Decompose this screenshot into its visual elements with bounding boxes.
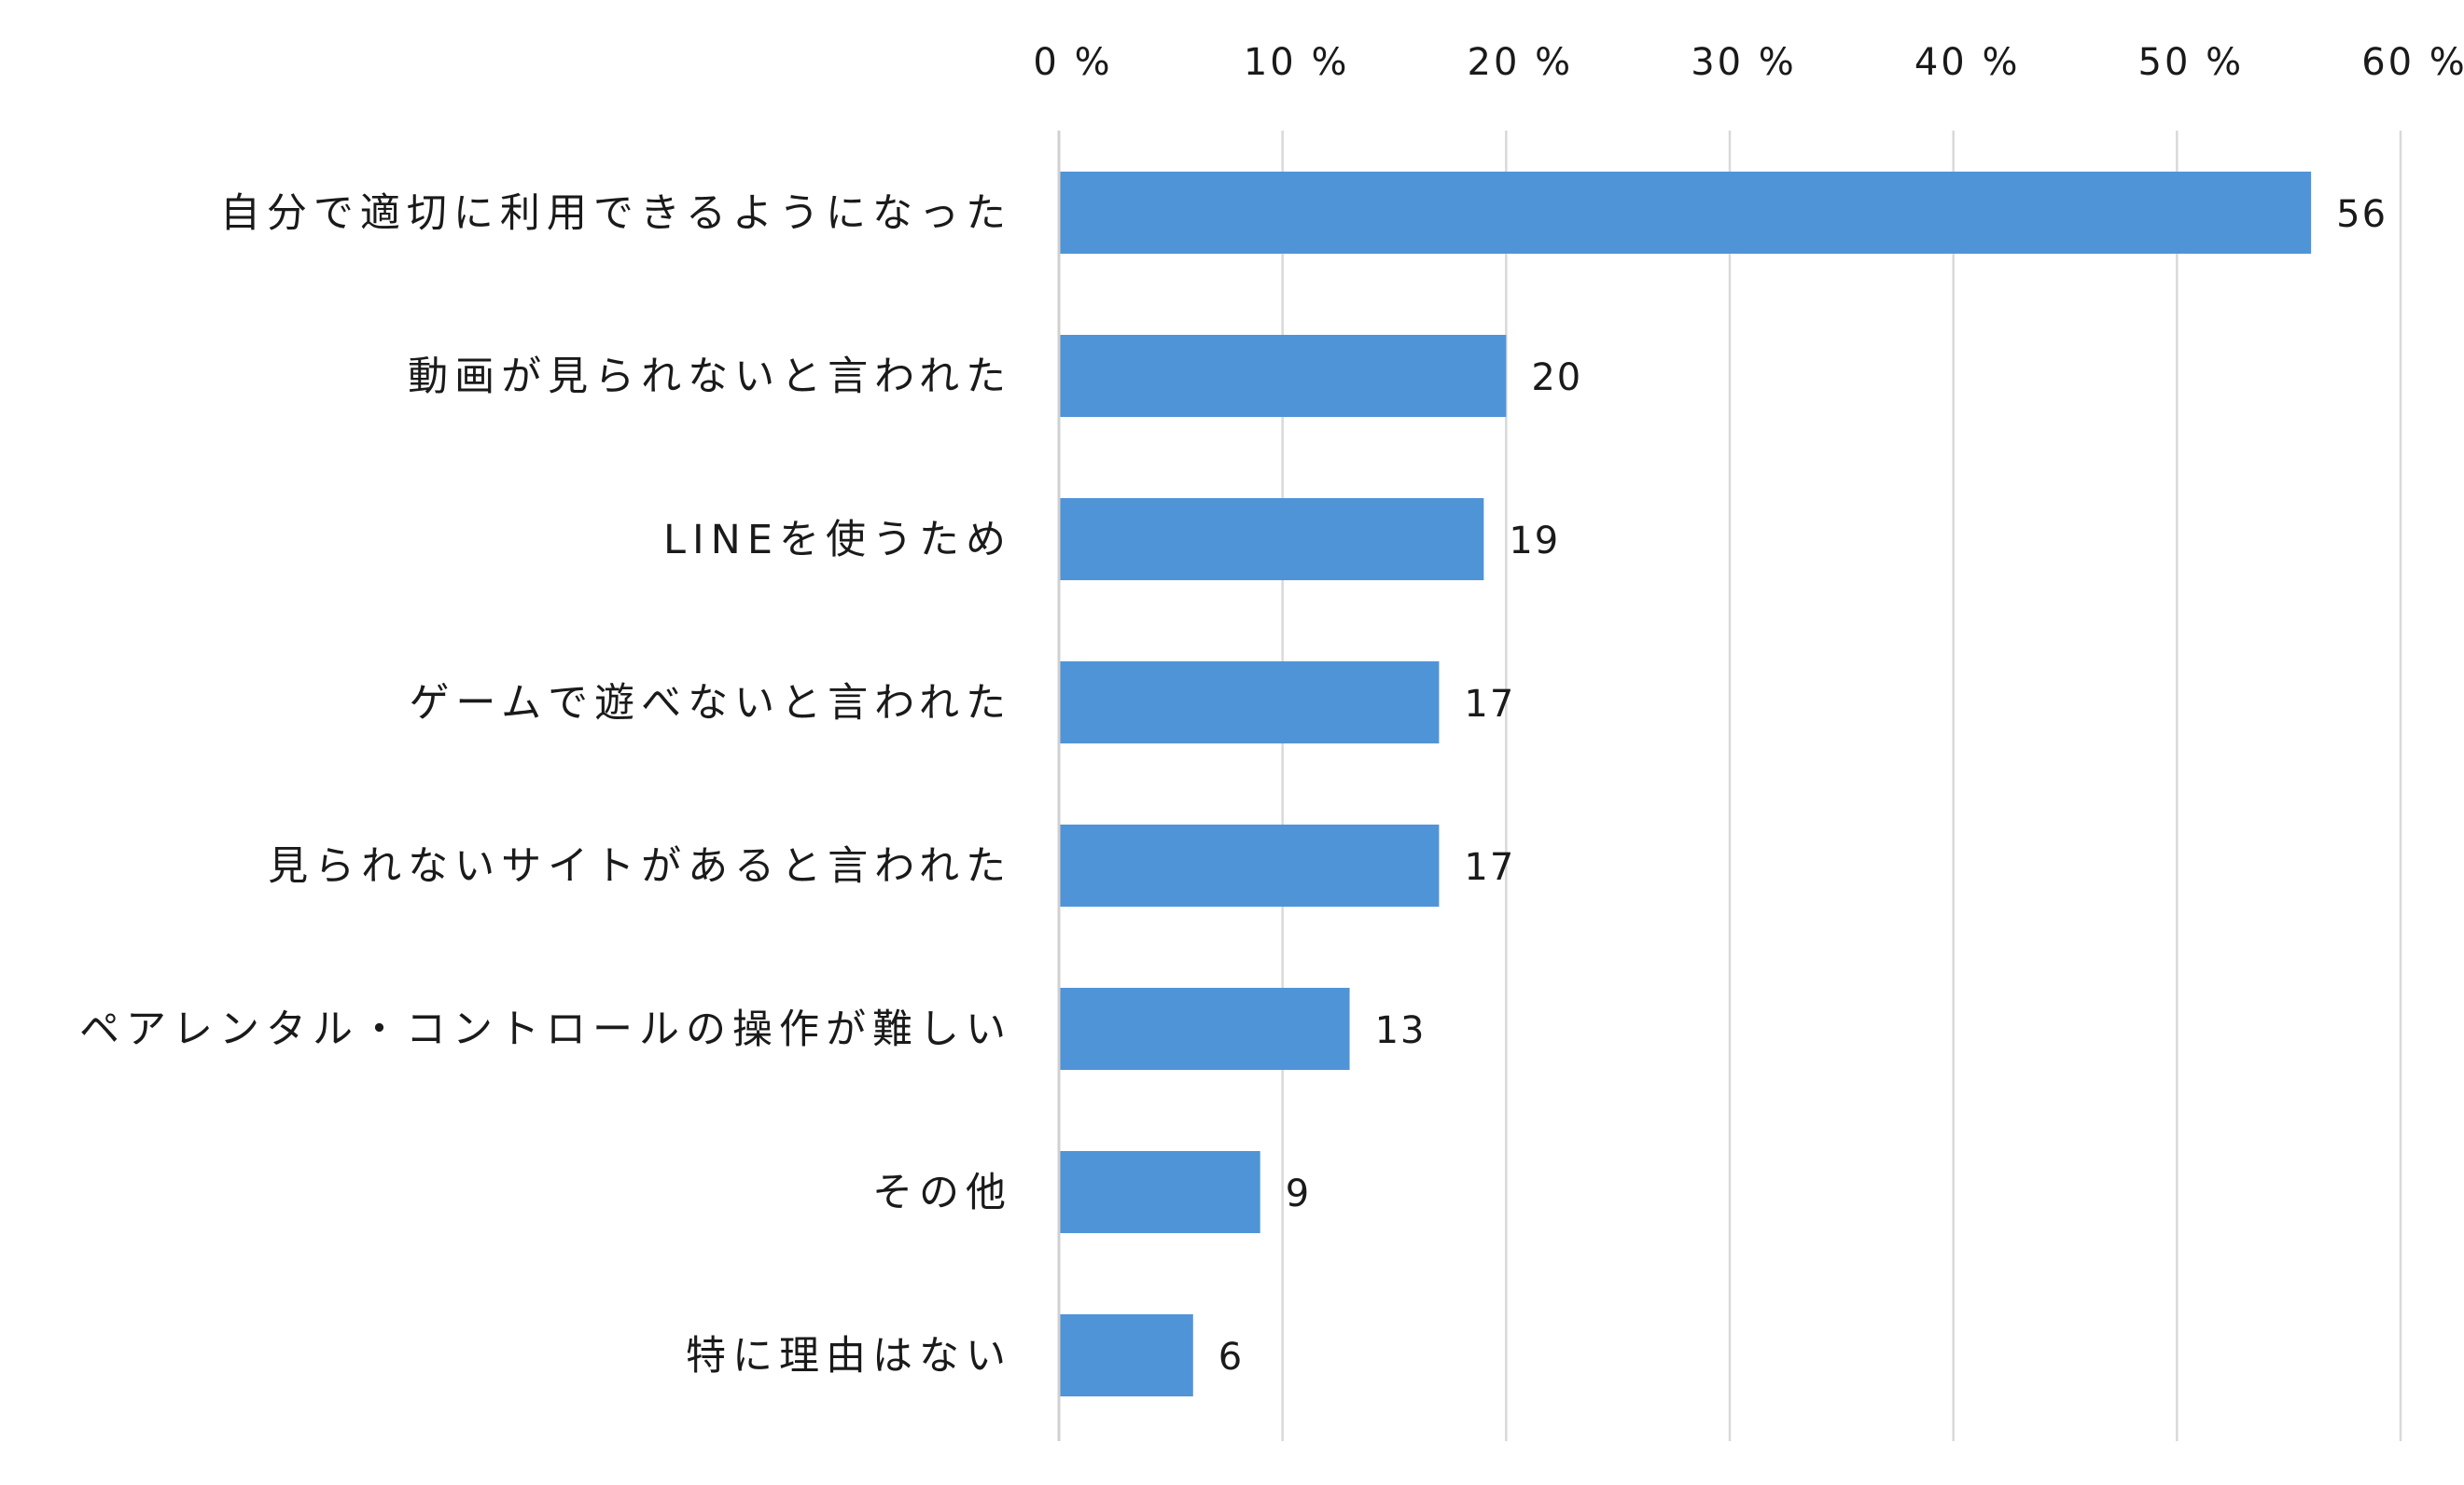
- category-label: 特に理由はない: [686, 1333, 1012, 1380]
- category-label: LINEを使うため: [663, 517, 1012, 563]
- bar: [1060, 172, 2312, 254]
- data-label: 17: [1464, 683, 1515, 726]
- x-tick-label: 0 %: [1033, 41, 1112, 84]
- bar: [1060, 335, 1507, 417]
- data-labels: 56 20 19 17 17 13 9 6: [1218, 193, 2387, 1379]
- x-tick-label: 30 %: [1691, 41, 1797, 84]
- bar: [1060, 1151, 1260, 1233]
- bar: [1060, 1314, 1193, 1396]
- data-label: 9: [1286, 1173, 1311, 1215]
- bar: [1060, 498, 1484, 580]
- bar: [1060, 988, 1350, 1070]
- bar: [1060, 661, 1440, 743]
- category-label: 自分で適切に利用できるようになった: [220, 190, 1012, 237]
- gridlines: [1057, 131, 2402, 1441]
- category-label: ペアレンタル・コントロールの操作が難しい: [79, 1006, 1012, 1053]
- category-label: その他: [872, 1170, 1012, 1216]
- x-tick-label: 20 %: [1468, 41, 1574, 84]
- x-tick-label: 50 %: [2138, 41, 2245, 84]
- x-axis-ticks: 0 % 10 % 20 % 30 % 40 % 50 % 60 %: [1033, 41, 2464, 84]
- x-tick-label: 40 %: [1914, 41, 2021, 84]
- data-label: 17: [1464, 846, 1515, 889]
- data-label: 13: [1375, 1009, 1427, 1052]
- data-label: 56: [2336, 193, 2387, 236]
- bars: [1060, 172, 2312, 1396]
- bar: [1060, 825, 1440, 907]
- x-tick-label: 60 %: [2361, 41, 2464, 84]
- data-label: 20: [1531, 356, 1582, 399]
- data-label: 19: [1509, 520, 1560, 562]
- category-label: 見られないサイトがあると言われた: [268, 843, 1012, 890]
- category-label: ゲームで遊べないと言われた: [409, 680, 1012, 727]
- data-label: 6: [1218, 1336, 1244, 1379]
- x-tick-label: 10 %: [1244, 41, 1350, 84]
- category-label: 動画が見られないと言われた: [408, 354, 1012, 400]
